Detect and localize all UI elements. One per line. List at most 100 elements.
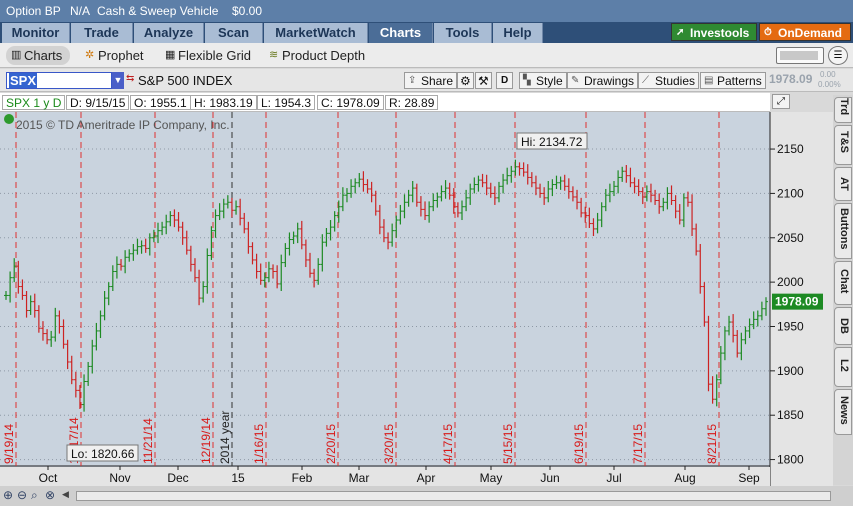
tab-trade[interactable]: Trade xyxy=(71,23,133,43)
link-icon: ⇆ xyxy=(126,73,135,84)
style-icon: ▚ xyxy=(523,75,531,86)
subtab-flexible-grid[interactable]: ▦ Flexible Grid xyxy=(160,46,251,65)
tab-charts[interactable]: Charts xyxy=(369,23,433,43)
studies-button[interactable]: ⟋ Studies xyxy=(638,72,700,89)
copyright-text: 2015 © TD Ameritrade IP Company, Inc. xyxy=(16,118,230,132)
layout-toggle[interactable] xyxy=(776,47,824,64)
side-tab-trd-label: Trd xyxy=(838,98,850,116)
tab-tools[interactable]: Tools xyxy=(434,23,492,43)
price-change-pct: 0.00% xyxy=(818,80,841,89)
account-value: N/A xyxy=(70,4,91,18)
style-button[interactable]: ▚ Style xyxy=(519,72,567,89)
patterns-label: Patterns xyxy=(717,74,762,88)
chart-settings-icon[interactable]: ⤢ xyxy=(772,94,790,109)
price-change: 0.00 xyxy=(820,70,836,79)
reset-icon[interactable]: ⊗ xyxy=(45,488,56,502)
y-tick-label: 2100 xyxy=(777,186,804,200)
tab-monitor[interactable]: Monitor xyxy=(2,23,70,43)
x-tick-label: 15 xyxy=(231,471,245,485)
side-tab-news[interactable]: News xyxy=(834,389,852,435)
price-bars xyxy=(4,159,768,412)
patterns-button[interactable]: ▤ Patterns xyxy=(700,72,766,89)
bar-date: D: 9/15/15 xyxy=(66,95,130,110)
share-button[interactable]: ⇪ Share xyxy=(404,72,458,89)
scrollbar[interactable] xyxy=(76,491,831,501)
subtab-charts[interactable]: ▥ Charts xyxy=(6,46,71,65)
tab-scan[interactable]: Scan xyxy=(205,23,263,43)
x-tick-label: Sep xyxy=(738,471,760,485)
x-tick-label: Aug xyxy=(674,471,695,485)
subtab-prophet-label: Prophet xyxy=(98,48,144,63)
studies-icon: ⟋ xyxy=(642,75,649,86)
side-tab-l2[interactable]: L2 xyxy=(834,347,852,387)
x-tick-label: Dec xyxy=(167,471,188,485)
subtab-charts-label: Charts xyxy=(24,48,63,63)
symbol-input[interactable]: SPX xyxy=(6,72,112,89)
tools-icon[interactable]: ⚙ xyxy=(457,72,474,89)
zoom-toolbar: ⊕ ⊖ ⌕ ⊗ ◀ xyxy=(0,486,853,506)
info-dot-icon[interactable] xyxy=(4,114,14,124)
side-tab-buttons-label: Buttons xyxy=(838,208,850,250)
bar-range: R: 28.89 xyxy=(385,95,439,110)
expiration-label: 9/19/14 xyxy=(2,424,16,464)
bar-high: H: 1983.19 xyxy=(190,95,257,110)
tab-help[interactable]: Help xyxy=(493,23,543,43)
y-tick-label: 1850 xyxy=(777,408,804,422)
subtab-flexible-grid-label: Flexible Grid xyxy=(178,48,251,63)
y-tick-label: 1800 xyxy=(777,453,804,467)
x-tick-label: Jun xyxy=(540,471,559,485)
ondemand-button[interactable]: ⏱ OnDemand xyxy=(759,23,851,41)
subtab-product-depth-label: Product Depth xyxy=(282,48,366,63)
x-tick-label: May xyxy=(480,471,503,485)
high-label: Hi: 2134.72 xyxy=(516,132,588,150)
tab-analyze[interactable]: Analyze xyxy=(134,23,204,43)
side-tab-l2-label: L2 xyxy=(838,359,850,372)
share-icon: ⇪ xyxy=(408,75,417,86)
layout-toggle-fill xyxy=(780,51,818,60)
side-tab-trd[interactable]: Trd xyxy=(834,97,852,123)
zoom-in-icon[interactable]: ⊕ xyxy=(3,488,14,502)
chart-area[interactable]: 9/19/14 10/17/14 11/21/14 12/19/14 1/16/15 2/… xyxy=(0,112,853,486)
tab-marketwatch[interactable]: MarketWatch xyxy=(264,23,368,43)
scroll-left-icon[interactable]: ◀ xyxy=(62,489,69,499)
side-tab-news-label: News xyxy=(838,396,850,425)
x-tick-label: Apr xyxy=(417,471,436,485)
drawings-button[interactable]: ✎ Drawings xyxy=(567,72,639,89)
last-price: 1978.09 xyxy=(769,72,813,86)
investools-label: Investools xyxy=(690,26,750,40)
side-tab-ts[interactable]: T&S xyxy=(834,125,852,165)
zoom-out-icon[interactable]: ⊖ xyxy=(17,488,28,502)
y-tick-label: 1900 xyxy=(777,364,804,378)
price-chart[interactable]: 9/19/14 10/17/14 11/21/14 12/19/14 1/16/15 2/… xyxy=(0,112,853,486)
symbol-dropdown-icon[interactable]: ▼ xyxy=(112,72,124,89)
chart-info-bar: SPX 1 y D D: 9/15/15 O: 1955.1 H: 1983.1… xyxy=(0,93,770,112)
chart-period[interactable]: SPX 1 y D xyxy=(2,95,66,110)
arrow-icon: ➚ xyxy=(676,27,685,38)
menu-icon[interactable]: ☰ xyxy=(828,46,848,65)
last-price-badge: 1978.09 xyxy=(772,293,823,310)
investools-button[interactable]: ➚ Investools xyxy=(671,23,757,41)
sub-tabs: ▥ Charts ✲ Prophet ▦ Flexible Grid ≋ Pro… xyxy=(0,43,853,68)
expiration-label: 2/20/15 xyxy=(324,424,338,464)
side-tab-at[interactable]: AT xyxy=(834,167,852,201)
pencil-icon: ✎ xyxy=(571,75,580,86)
side-tab-ts-label: T&S xyxy=(838,131,850,153)
expiration-label: 7/17/15 xyxy=(631,424,645,464)
ondemand-label: OnDemand xyxy=(778,26,843,40)
y-tick-label: 2050 xyxy=(777,231,804,245)
subtab-prophet[interactable]: ✲ Prophet xyxy=(80,46,144,65)
wrench-icon[interactable]: ⚒ xyxy=(475,72,492,89)
subtab-product-depth[interactable]: ≋ Product Depth xyxy=(264,46,365,65)
x-tick-label: Feb xyxy=(292,471,313,485)
magnifier-icon[interactable]: ⌕ xyxy=(31,488,38,502)
side-tab-buttons[interactable]: Buttons xyxy=(834,203,852,259)
patterns-icon: ▤ xyxy=(704,75,714,86)
d-button[interactable]: D xyxy=(496,72,514,89)
plot-background xyxy=(0,112,770,486)
x-tick-label: Nov xyxy=(109,471,130,485)
expiration-label: 8/21/15 xyxy=(705,424,719,464)
expiration-label: 11/21/14 xyxy=(141,418,155,464)
chart-icon: ▥ xyxy=(11,49,22,61)
side-tab-chat[interactable]: Chat xyxy=(834,261,852,305)
side-tab-db[interactable]: DB xyxy=(834,307,852,345)
